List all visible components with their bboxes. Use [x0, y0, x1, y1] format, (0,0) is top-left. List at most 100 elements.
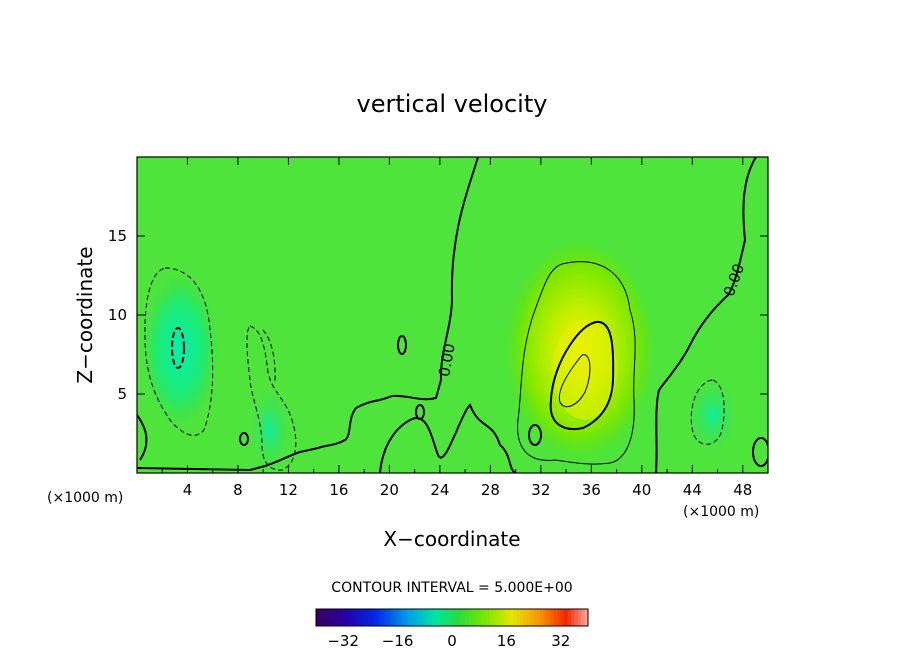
x-tick-label: 48 [733, 481, 752, 499]
x-tick-label: 44 [683, 481, 702, 499]
colorbar-cell [533, 609, 538, 626]
updraft-contour-5 [517, 261, 636, 465]
x-tick-label: 20 [380, 481, 399, 499]
y-axis-ticks: 5 10 15 [108, 227, 768, 403]
colorbar-cell [387, 609, 392, 626]
heatmap-field: 0.00 0.00 [137, 157, 768, 473]
colorbar-cell [523, 609, 528, 626]
chart-title: vertical velocity [357, 90, 548, 118]
colorbar-cell [560, 609, 565, 626]
colorbar-cell [373, 609, 378, 626]
colorbar-cell [390, 609, 395, 626]
colorbar-cell [441, 609, 446, 626]
updraft-contour-15 [558, 354, 591, 408]
contour-label-group-a: 0.00 [435, 342, 459, 378]
colorbar-cell [418, 609, 422, 626]
colorbar-cell [431, 609, 436, 626]
downdraft-shading-right [685, 375, 741, 455]
colorbar-cell [503, 609, 507, 626]
zero-contour-right [655, 157, 757, 473]
zero-contour-left [137, 157, 479, 472]
x-tick-label: 16 [329, 481, 348, 499]
colorbar-cell [428, 609, 433, 626]
colorbar-cell [339, 609, 344, 626]
x-axis-label: X−coordinate [383, 527, 520, 551]
colorbar-cell [445, 609, 450, 626]
colorbar-cell [421, 609, 426, 626]
colorbar-cell [333, 609, 337, 626]
y-tick-label: 15 [108, 227, 127, 245]
colorbar-frame [315, 608, 589, 627]
colorbar-cell [499, 609, 504, 626]
y-tick-label: 10 [108, 306, 127, 324]
zero-contour-bottom [379, 403, 517, 473]
zero-contour-small-c [415, 404, 425, 420]
x-tick-label: 40 [632, 481, 651, 499]
colorbar-cell [513, 609, 518, 626]
colorbar-cell [326, 609, 331, 626]
downdraft-shading-left [140, 270, 220, 430]
x-tick-label: 4 [183, 481, 193, 499]
zero-contour-small-d [528, 424, 542, 446]
x-tick-label: 8 [233, 481, 243, 499]
colorbar-cell [384, 609, 388, 626]
colorbar-cell [404, 609, 409, 626]
colorbar-cell [526, 609, 531, 626]
colorbar-cell [540, 609, 545, 626]
colorbar-cell [469, 609, 473, 626]
colorbar-cell [465, 609, 470, 626]
colorbar-cell [458, 609, 463, 626]
y-axis-label-group: Z−coordinate [73, 246, 97, 383]
contour-interval-text: CONTOUR INTERVAL = 5.000E+00 [331, 580, 572, 596]
colorbar-cell [316, 609, 320, 626]
colorbar-tick-label: 32 [551, 632, 570, 650]
colorbar-cell [455, 609, 460, 626]
colorbar-cell [509, 609, 514, 626]
colorbar-tick-label: −16 [382, 632, 414, 650]
colorbar-cell [543, 609, 548, 626]
colorbar-cell [547, 609, 552, 626]
zero-contour-small-e [752, 437, 768, 467]
colorbar-cell [353, 609, 358, 626]
colorbar-cell [377, 609, 382, 626]
zero-contour-small-a [397, 335, 407, 355]
colorbar-cell [557, 609, 562, 626]
downdraft-contour-right [690, 379, 725, 445]
zero-contour-lowleft [137, 414, 148, 461]
colorbar-tick-label: 16 [497, 632, 516, 650]
colorbar [315, 608, 589, 627]
colorbar-cell [394, 609, 399, 626]
colorbar-cell [506, 609, 511, 626]
colorbar-cell [581, 609, 586, 626]
colorbar-cell [346, 609, 351, 626]
downdraft-contour-left [144, 267, 214, 436]
colorbar-cell [472, 609, 477, 626]
colorbar-tick-label: −32 [327, 632, 359, 650]
colorbar-cell [319, 609, 324, 626]
contour-label: 0.00 [435, 342, 459, 378]
colorbar-cell [567, 609, 572, 626]
downdraft-contour-mid [246, 325, 297, 471]
x-axis-ticks: 4 8 12 16 20 24 28 32 36 40 44 48 [161, 157, 752, 499]
colorbar-cell [322, 609, 327, 626]
x-unit-left: (×1000 m) [47, 490, 123, 506]
colorbar-cell [574, 609, 579, 626]
colorbar-cell [360, 609, 365, 626]
colorbar-cell [329, 609, 334, 626]
colorbar-cell [448, 609, 453, 626]
y-axis-label: Z−coordinate [73, 246, 97, 383]
x-tick-label: 28 [481, 481, 500, 499]
colorbar-ticks: −32 −16 0 16 32 [327, 632, 570, 650]
colorbar-cell [479, 609, 484, 626]
colorbar-cell [414, 609, 419, 626]
colorbar-cell [411, 609, 416, 626]
colorbar-tick-label: 0 [447, 632, 457, 650]
colorbar-cell [367, 609, 371, 626]
colorbar-cell [370, 609, 375, 626]
colorbar-cell [343, 609, 348, 626]
colorbar-cell [407, 609, 412, 626]
colorbar-cell [435, 609, 439, 626]
colorbar-cell [424, 609, 429, 626]
colorbar-cell [520, 609, 524, 626]
